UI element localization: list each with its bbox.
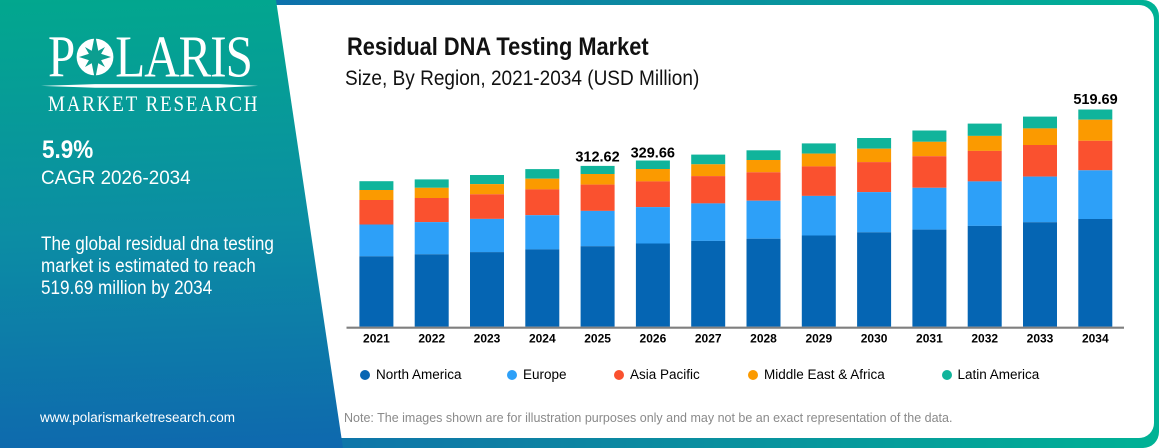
svg-text:2023: 2023 bbox=[474, 332, 501, 346]
svg-text:2034: 2034 bbox=[1082, 332, 1109, 346]
svg-text:519.69: 519.69 bbox=[1073, 92, 1117, 108]
svg-text:2027: 2027 bbox=[695, 332, 722, 346]
svg-text:2024: 2024 bbox=[529, 332, 556, 346]
svg-text:2031: 2031 bbox=[916, 332, 943, 346]
svg-text:2030: 2030 bbox=[861, 332, 888, 346]
svg-text:2029: 2029 bbox=[805, 332, 832, 346]
svg-text:2032: 2032 bbox=[971, 332, 998, 346]
svg-text:329.66: 329.66 bbox=[631, 146, 675, 162]
svg-text:2028: 2028 bbox=[750, 332, 777, 346]
svg-text:2026: 2026 bbox=[640, 332, 667, 346]
svg-text:2033: 2033 bbox=[1027, 332, 1054, 346]
svg-text:312.62: 312.62 bbox=[575, 150, 619, 166]
svg-text:2025: 2025 bbox=[584, 332, 611, 346]
svg-text:2021: 2021 bbox=[363, 332, 390, 346]
svg-text:2022: 2022 bbox=[418, 332, 445, 346]
